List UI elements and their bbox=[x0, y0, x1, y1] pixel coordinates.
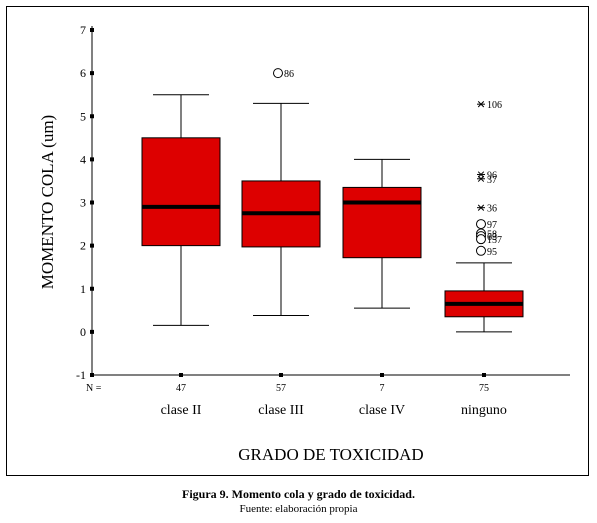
y-tick-label: 1 bbox=[80, 282, 86, 296]
figure-frame bbox=[6, 6, 589, 476]
outlier-star-marker bbox=[477, 175, 485, 182]
outlier-label: 96 bbox=[487, 170, 497, 181]
outlier-label: 36 bbox=[487, 204, 497, 215]
outlier-point: 106 bbox=[477, 100, 502, 111]
y-tick-mark bbox=[90, 329, 94, 334]
outlier-label: 58 bbox=[487, 230, 497, 241]
outlier-star-marker bbox=[477, 101, 485, 108]
y-tick-mark bbox=[90, 243, 94, 248]
y-tick-label: 4 bbox=[80, 152, 86, 166]
outlier-label: 37 bbox=[487, 175, 497, 186]
category-label: clase IV bbox=[359, 403, 405, 418]
y-tick-label: 3 bbox=[80, 196, 86, 210]
n-label: N = bbox=[86, 383, 102, 394]
y-tick-mark bbox=[90, 71, 94, 76]
outlier-label: 86 bbox=[284, 69, 294, 80]
x-tick-mark bbox=[380, 373, 384, 377]
y-axis: -1 0 1 2 3 4 5 6 7 bbox=[76, 23, 94, 382]
category-label: ninguno bbox=[461, 403, 507, 418]
y-tick-label: 2 bbox=[80, 239, 86, 253]
y-tick-mark bbox=[90, 114, 94, 119]
y-tick-mark bbox=[90, 286, 94, 291]
outlier-point: 36 bbox=[477, 204, 497, 215]
outlier-point: 86 bbox=[273, 68, 294, 80]
x-axis: N = 47 clase II 57 clase III 7 clase IV 75 ningu… bbox=[86, 373, 570, 418]
y-tick-label: 5 bbox=[80, 109, 86, 123]
outlier-point: 37 bbox=[477, 175, 497, 186]
box-1 bbox=[141, 94, 221, 326]
box-4 bbox=[444, 262, 524, 333]
outlier-circle-marker bbox=[273, 68, 283, 79]
outlier-point: 95 bbox=[476, 245, 497, 258]
y-tick-label: 6 bbox=[80, 66, 86, 80]
outlier-label: 63 bbox=[487, 232, 497, 243]
x-tick-mark bbox=[279, 373, 283, 377]
outlier-label: 97 bbox=[487, 220, 497, 231]
category-label: clase III bbox=[258, 403, 304, 418]
x-tick-mark bbox=[482, 373, 486, 377]
y-tick-label: -1 bbox=[76, 368, 86, 382]
box-3 bbox=[342, 158, 422, 309]
n-value: 7 bbox=[380, 383, 385, 394]
outlier-circle-marker bbox=[476, 245, 486, 256]
outlier-label: 106 bbox=[487, 100, 502, 111]
box-iqr bbox=[342, 186, 422, 259]
y-tick-mark bbox=[90, 157, 94, 162]
outlier-point: 157 bbox=[476, 234, 502, 246]
outlier-circle-marker bbox=[476, 234, 486, 245]
category-label: clase II bbox=[161, 403, 202, 418]
y-tick-mark bbox=[90, 200, 94, 205]
figure-caption: Figura 9. Momento cola y grado de toxici… bbox=[182, 487, 415, 501]
x-tick-mark bbox=[179, 373, 183, 377]
y-axis-title: MOMENTO COLA (um) bbox=[38, 115, 57, 289]
n-value: 57 bbox=[276, 383, 286, 394]
n-value: 47 bbox=[176, 383, 186, 394]
n-value: 75 bbox=[479, 383, 489, 394]
outlier-label: 157 bbox=[487, 235, 502, 246]
outlier-star-marker bbox=[477, 204, 485, 211]
boxes bbox=[141, 94, 524, 333]
outlier-label: 95 bbox=[487, 247, 497, 258]
y-tick-label: 0 bbox=[80, 325, 86, 339]
y-tick-mark bbox=[90, 28, 94, 32]
outlier-circle-marker bbox=[476, 219, 486, 230]
box-iqr bbox=[141, 137, 221, 247]
box-2 bbox=[241, 102, 321, 316]
x-axis-title: GRADO DE TOXICIDAD bbox=[238, 445, 423, 464]
figure-source: Fuente: elaboración propia bbox=[239, 503, 358, 515]
y-tick-label: 7 bbox=[80, 23, 86, 37]
